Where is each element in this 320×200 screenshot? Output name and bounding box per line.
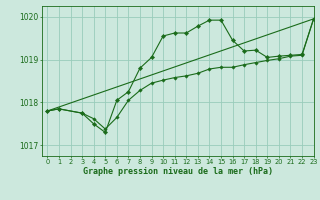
X-axis label: Graphe pression niveau de la mer (hPa): Graphe pression niveau de la mer (hPa)	[83, 167, 273, 176]
